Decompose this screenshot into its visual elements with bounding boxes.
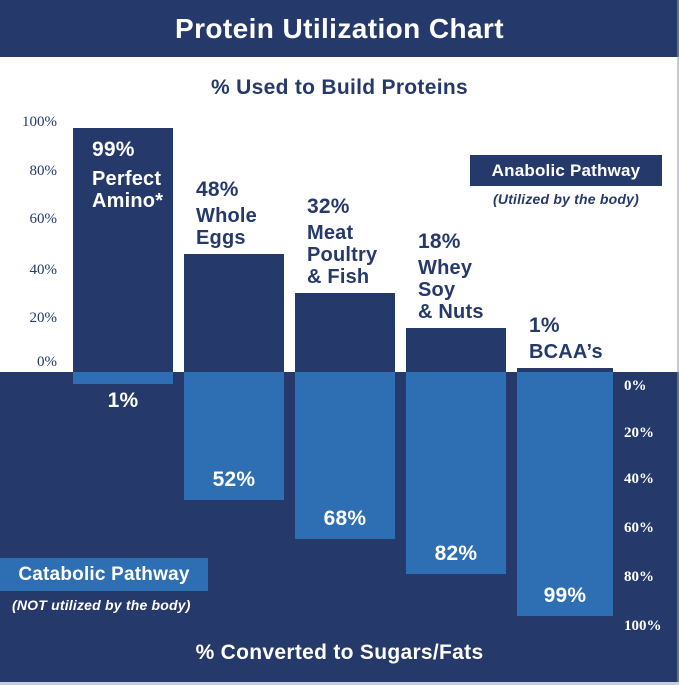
anabolic-bar-whey-soy-nuts	[406, 327, 506, 372]
category-name-line: Amino*	[92, 190, 164, 212]
right-axis-tick-100: 100%	[624, 618, 662, 634]
category-name-line: Poultry	[307, 244, 378, 267]
left-axis-tick-100: 100%	[22, 114, 57, 130]
catabolic-pathway-caption: (NOT utilized by the body)	[12, 597, 191, 613]
category-name-line: & Fish	[307, 266, 370, 289]
catabolic-value-meat-poultry-fish: 68%	[323, 507, 367, 531]
anabolic-bar-whole-eggs	[184, 253, 284, 372]
right-axis-tick-20: 20%	[624, 425, 654, 441]
anabolic-bar-perfect-amino	[73, 128, 173, 372]
anabolic-value-whey-soy-nuts: 18%	[418, 229, 461, 253]
category-name-line: Whole	[196, 204, 257, 227]
upper-axis-title: % Used to Build Proteins	[211, 76, 468, 99]
category-name-line: & Nuts	[418, 300, 484, 323]
anabolic-bar-meat-poultry-fish	[295, 293, 395, 372]
category-name-line: Soy	[418, 278, 456, 301]
catabolic-bar-whey-soy-nuts	[406, 372, 506, 574]
anabolic-pathway-label: Anabolic Pathway	[491, 160, 641, 180]
category-name-line: Eggs	[196, 226, 246, 249]
chart-title: Protein Utilization Chart	[175, 12, 504, 44]
left-axis-tick-40: 40%	[29, 262, 58, 278]
category-name-line: Perfect	[92, 168, 162, 190]
left-axis-tick-20: 20%	[29, 310, 58, 326]
category-label-whey-soy-nuts: 18% Whey Soy & Nuts	[418, 229, 484, 323]
category-label-bcaa-s: 1% BCAA’s	[529, 313, 603, 363]
category-name-line: Meat	[307, 222, 354, 245]
category-label-meat-poultry-fish: 32% Meat Poultry & Fish	[307, 194, 377, 288]
catabolic-value-bcaa-s: 99%	[543, 583, 587, 607]
right-axis-tick-60: 60%	[624, 520, 654, 536]
lower-axis-title: % Converted to Sugars/Fats	[195, 641, 484, 664]
catabolic-bar-bcaa-s	[517, 372, 613, 616]
anabolic-pathway-caption: (Utilized by the body)	[493, 191, 639, 207]
catabolic-value-whey-soy-nuts: 82%	[434, 541, 478, 565]
anabolic-pathway-tag: Anabolic Pathway	[470, 155, 662, 186]
chart-header: Protein Utilization Chart	[0, 0, 679, 57]
catabolic-bar-perfect-amino	[73, 372, 173, 384]
category-label-whole-eggs: 48% Whole Eggs	[196, 177, 257, 249]
anabolic-value-bcaa-s: 1%	[529, 314, 560, 337]
right-axis-tick-0: 0%	[624, 378, 647, 394]
anabolic-value-whole-eggs: 48%	[196, 177, 239, 201]
left-axis-tick-60: 60%	[29, 211, 58, 227]
catabolic-value-whole-eggs: 52%	[212, 467, 256, 491]
left-axis-tick-80: 80%	[29, 163, 58, 179]
category-label-perfect-amino: 99% Perfect Amino*	[92, 136, 163, 212]
right-axis-tick-40: 40%	[624, 471, 654, 487]
anabolic-value-meat-poultry-fish: 32%	[307, 195, 350, 219]
catabolic-pathway-label: Catabolic Pathway	[18, 563, 190, 585]
catabolic-value-perfect-amino: 1%	[107, 389, 139, 412]
left-axis-tick-0: 0%	[37, 354, 57, 370]
catabolic-bar-meat-poultry-fish	[295, 372, 395, 540]
catabolic-pathway-tag: Catabolic Pathway	[0, 558, 208, 591]
right-axis-tick-80: 80%	[624, 569, 654, 585]
category-name-line: Whey	[418, 256, 473, 279]
anabolic-value-perfect-amino: 99%	[92, 138, 135, 161]
catabolic-bar-whole-eggs	[184, 372, 284, 500]
anabolic-bar-bcaa-s	[517, 368, 613, 372]
category-name-line: BCAA’s	[529, 341, 603, 363]
